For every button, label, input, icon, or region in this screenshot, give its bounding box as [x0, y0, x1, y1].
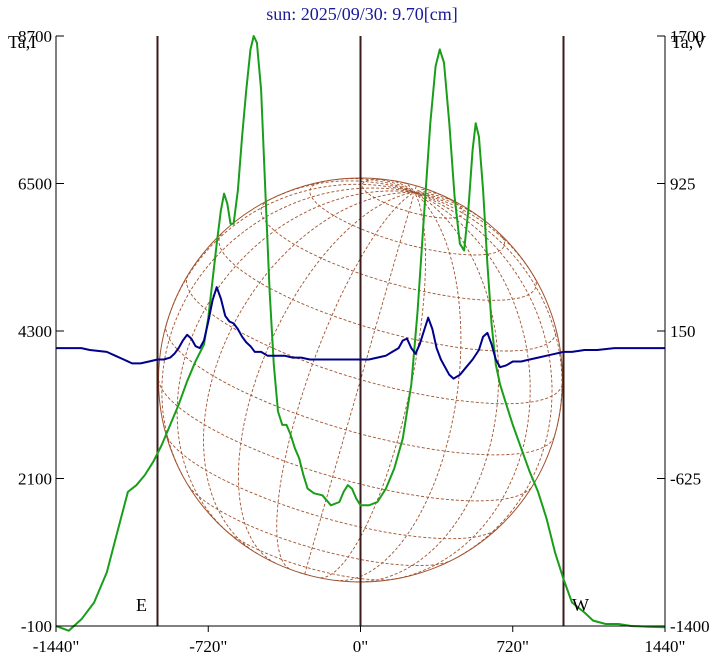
longitude-line: [414, 191, 553, 556]
longitude-line: [414, 191, 458, 204]
west-label: W: [572, 595, 589, 615]
latitude-line: [361, 178, 464, 219]
longitude-line: [394, 191, 531, 580]
longitude-line: [335, 192, 462, 582]
longitude-line: [176, 190, 415, 532]
longitude-line: [203, 191, 415, 554]
y-right-tick-label: 150: [670, 322, 696, 341]
longitude-line: [413, 185, 417, 193]
latitude-line: [218, 233, 557, 352]
right-axis-label: Ta,V: [671, 32, 706, 52]
y-left-tick-label: 2100: [18, 470, 52, 489]
y-right-tick-label: -1400: [670, 617, 710, 636]
y-left-tick-label: 6500: [18, 175, 52, 194]
longitude-line: [372, 178, 415, 193]
longitude-line: [355, 192, 500, 583]
longitude-line: [237, 191, 415, 564]
longitude-line: [161, 187, 415, 476]
longitude-line: [165, 183, 415, 325]
chart-title: sun: 2025/09/30: 9.70[cm]: [266, 4, 458, 24]
y-left-tick-label: 8700: [18, 27, 52, 46]
longitude-line: [414, 188, 430, 193]
latitude-line: [260, 199, 537, 301]
series-lines: [55, 35, 666, 632]
longitude-line: [304, 192, 415, 575]
longitude-line: [335, 178, 415, 193]
left-axis-label: Ta,I: [8, 32, 36, 52]
y-right-tick-label: -625: [670, 470, 701, 489]
y-right-tick-label: 1700: [670, 27, 704, 46]
y-left-tick-label: 4300: [18, 322, 52, 341]
x-tick-label: -1440": [33, 637, 80, 656]
x-tick-label: -720": [189, 637, 227, 656]
longitude-line: [403, 182, 415, 193]
y-left-tick-label: -100: [21, 617, 52, 636]
x-tick-label: 0": [353, 637, 368, 656]
east-label: E: [136, 595, 147, 615]
x-tick-label: 720": [497, 637, 529, 656]
x-tick-label: 1440": [645, 637, 686, 656]
vertical-reference-lines: [156, 36, 565, 626]
longitude-line: [390, 179, 415, 193]
latitude-line: [158, 379, 532, 502]
longitude-line: [414, 191, 489, 224]
tick-labels: -1440" -720" 0" 720" 1440" 8700 6500 4300 2100 -1…: [18, 27, 710, 656]
latitude-line: [165, 432, 498, 540]
latitude-line: [188, 485, 450, 567]
longitude-line: [414, 191, 442, 196]
longitude-line: [414, 191, 563, 436]
plot-frame: [55, 35, 666, 632]
series-line-V: [56, 286, 665, 380]
longitude-line: [320, 192, 427, 579]
longitude-line: [276, 192, 415, 570]
y-right-tick-label: 925: [670, 175, 696, 194]
